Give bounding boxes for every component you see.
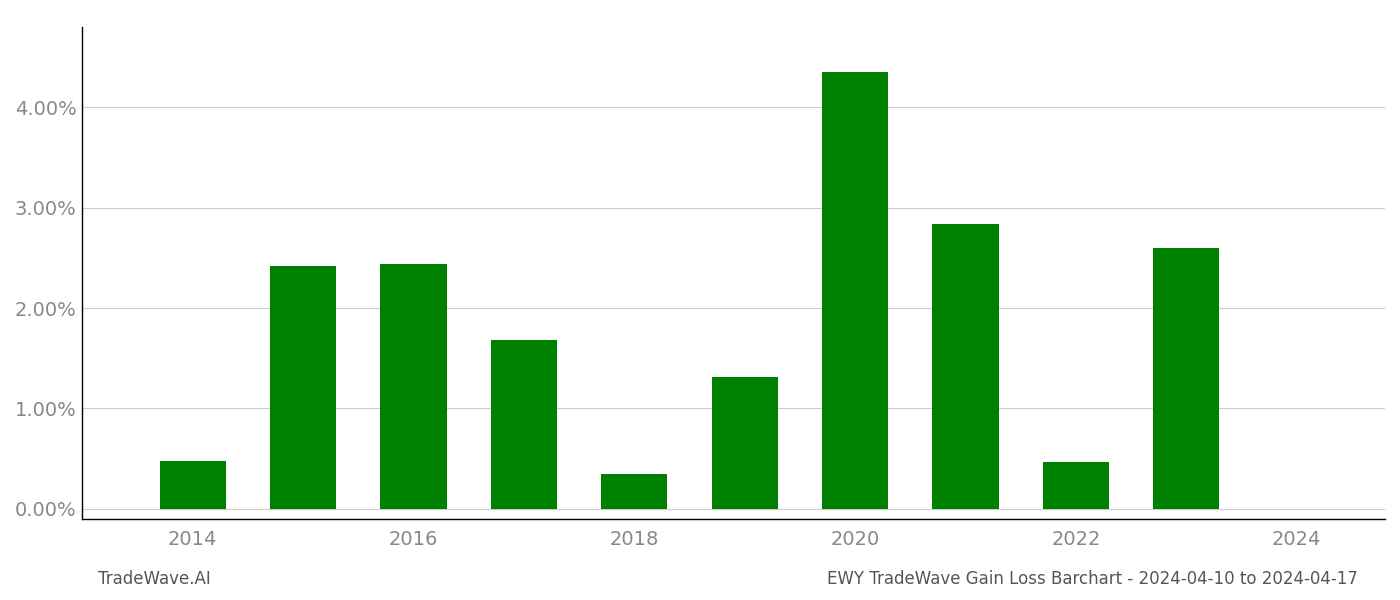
Bar [711, 377, 778, 509]
Bar [822, 72, 888, 509]
Bar [1154, 248, 1219, 509]
Bar [932, 224, 998, 509]
Bar [601, 474, 668, 509]
Bar [491, 340, 557, 509]
Text: EWY TradeWave Gain Loss Barchart - 2024-04-10 to 2024-04-17: EWY TradeWave Gain Loss Barchart - 2024-… [827, 570, 1358, 588]
Text: TradeWave.AI: TradeWave.AI [98, 570, 211, 588]
Bar [1043, 461, 1109, 509]
Bar [381, 264, 447, 509]
Bar [160, 461, 225, 509]
Bar [270, 266, 336, 509]
